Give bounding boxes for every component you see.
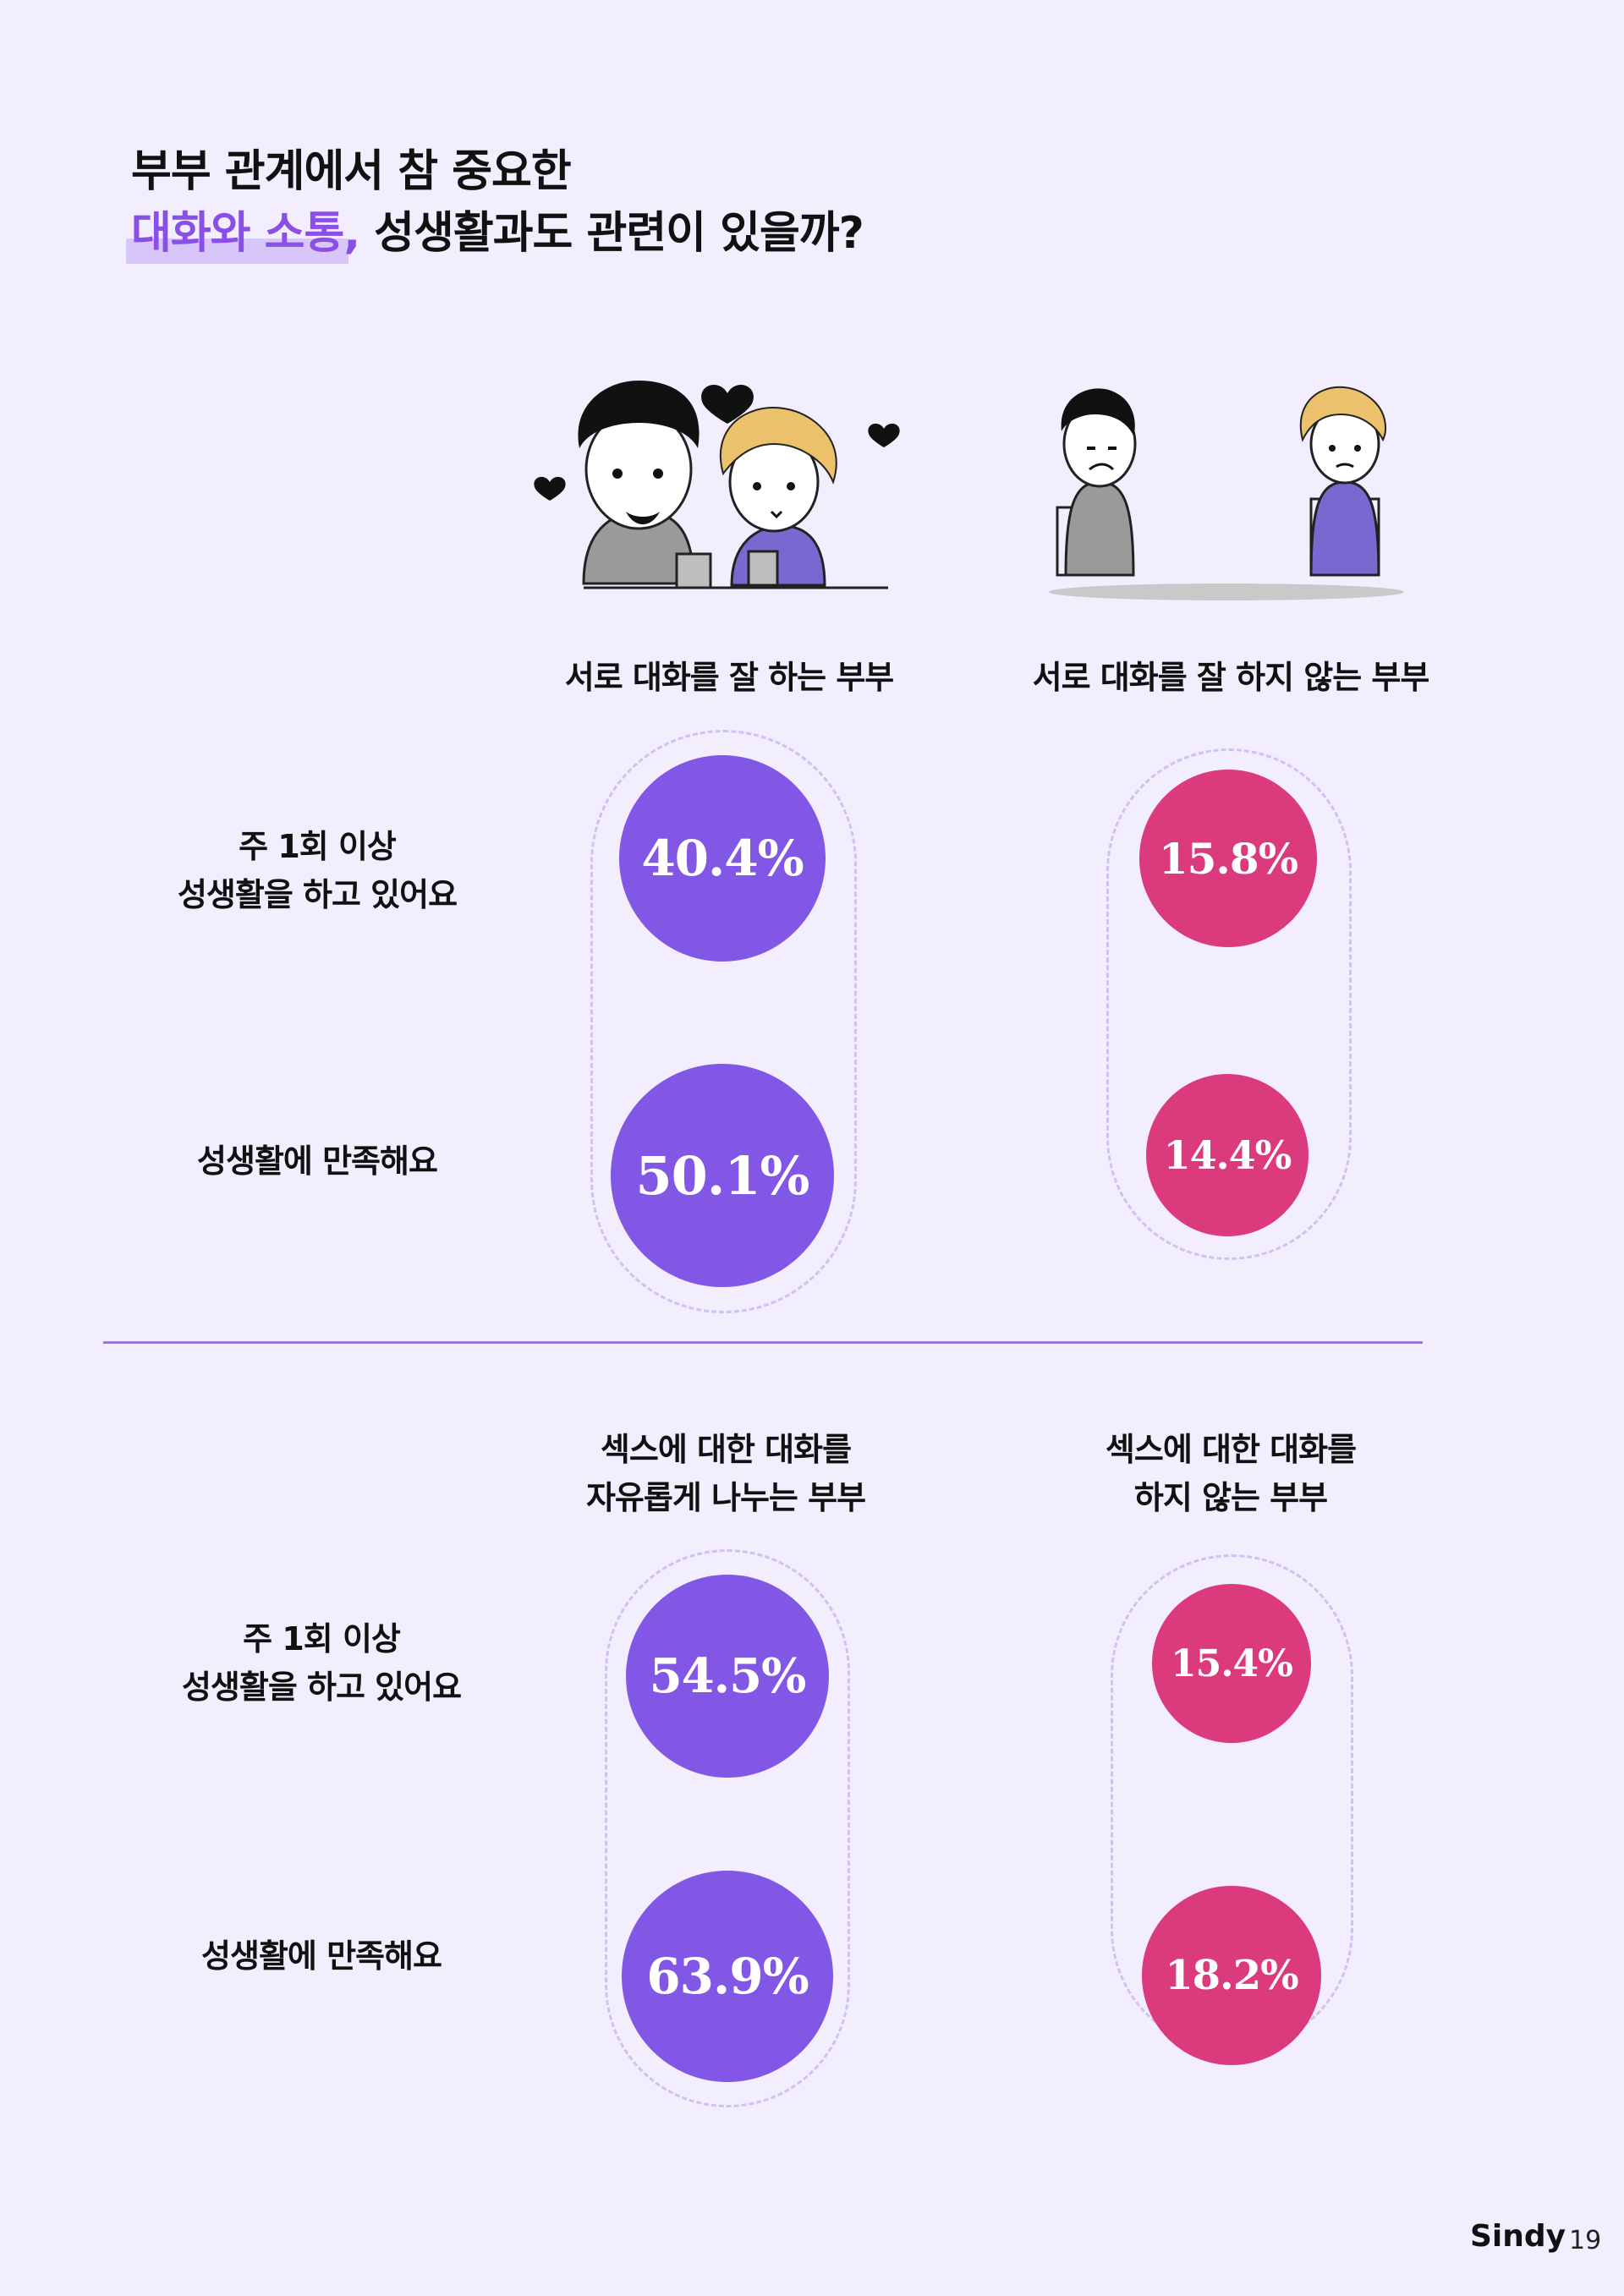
heading-line-2: 대화와 소통, 성생활과도 관련이 있을까? — [131, 207, 864, 260]
section-divider — [103, 1341, 1423, 1344]
talking-couple-illustration — [534, 381, 900, 589]
brand-logo: Sindy — [1470, 2219, 1566, 2254]
silent-couple-illustration — [1049, 386, 1404, 600]
section2-row1-label: 주 1회 이상 성생활을 하고 있어요 — [144, 1615, 499, 1712]
section2-row1-label-line1: 주 1회 이상 — [243, 1620, 401, 1658]
section2-row1-label-line2: 성생활을 하고 있어요 — [181, 1669, 462, 1706]
section1-right-value-1: 15.8% — [1139, 770, 1317, 947]
section2-right-value-1: 15.4% — [1152, 1584, 1311, 1743]
section2-right-value-2: 18.2% — [1142, 1886, 1321, 2065]
section2-header-right: 섹스에 대한 대화를 하지 않는 부부 — [994, 1426, 1468, 1522]
section2-row2-label: 성생활에 만족해요 — [201, 1937, 442, 1975]
section1-left-value-1: 40.4% — [619, 755, 826, 962]
section1-right-value-2: 14.4% — [1146, 1074, 1309, 1236]
section2-left-value-1: 54.5% — [626, 1575, 829, 1778]
section1-header-left: 서로 대화를 잘 하는 부부 — [564, 659, 895, 696]
page-number: 19 — [1569, 2226, 1602, 2255]
section2-header-right-line1: 섹스에 대한 대화를 — [1105, 1431, 1357, 1468]
heading-highlight: 대화와 소통 — [131, 208, 344, 259]
section2-header-left: 섹스에 대한 대화를 자유롭게 나누는 부부 — [489, 1426, 963, 1522]
section1-right-pill — [1106, 748, 1352, 1260]
section1-header-right: 서로 대화를 잘 하지 않는 부부 — [1032, 659, 1430, 696]
section2-header-left-line1: 섹스에 대한 대화를 — [600, 1431, 852, 1468]
section2-header-left-line2: 자유롭게 나누는 부부 — [585, 1479, 866, 1516]
heading-comma: , — [343, 208, 360, 259]
section1-row1-label-line1: 주 1회 이상 — [239, 828, 397, 865]
section1-row1-label: 주 1회 이상 성생활을 하고 있어요 — [140, 823, 495, 919]
section2-left-value-2: 63.9% — [622, 1871, 833, 2082]
section1-left-value-2: 50.1% — [611, 1064, 834, 1287]
heading-line-2-rest: 성생활과도 관련이 있을까? — [359, 208, 864, 259]
section2-left-pill — [605, 1549, 850, 2107]
section1-row1-label-line2: 성생활을 하고 있어요 — [177, 876, 458, 913]
heading-line-1: 부부 관계에서 참 중요한 — [131, 146, 572, 197]
section2-header-right-line2: 하지 않는 부부 — [1133, 1479, 1328, 1516]
section1-left-pill — [590, 730, 857, 1313]
section1-row2-label: 성생활에 만족해요 — [197, 1143, 438, 1180]
